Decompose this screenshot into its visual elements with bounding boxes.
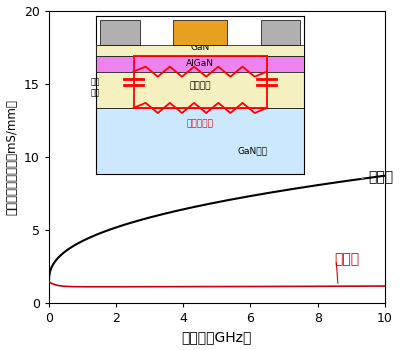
X-axis label: 周波数（GHz）: 周波数（GHz） bbox=[182, 330, 252, 344]
Text: 本技術: 本技術 bbox=[334, 252, 360, 266]
Text: 未処理: 未処理 bbox=[368, 170, 393, 184]
Y-axis label: 高周波信号の漏れ（mS/mm）: 高周波信号の漏れ（mS/mm） bbox=[6, 99, 18, 215]
